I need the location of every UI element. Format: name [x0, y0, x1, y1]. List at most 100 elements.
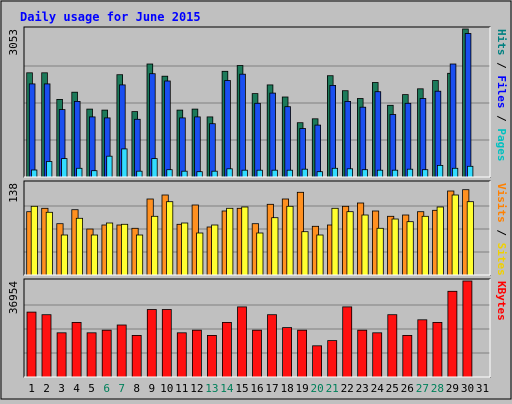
bar-sites-day-9	[151, 215, 159, 276]
bar-sites-day-29	[451, 194, 459, 276]
bar-sites-day-10	[166, 201, 174, 276]
bar-kbytes-day-2	[41, 314, 52, 378]
bar-files-day-16	[254, 102, 261, 178]
bar-files-day-26	[404, 102, 412, 178]
bar-pages-day-1	[31, 169, 38, 178]
bar-sites-day-21	[331, 207, 339, 276]
bar-kbytes-day-9	[146, 309, 157, 378]
bar-files-day-12	[194, 116, 201, 178]
bar-sites-day-19	[301, 231, 309, 276]
y-max-label-visits-sites: 138	[7, 183, 20, 203]
bar-sites-day-6	[106, 222, 114, 276]
x-tick-label-day-14: 14	[220, 382, 234, 395]
x-tick-label-day-7: 7	[118, 382, 125, 395]
bar-files-day-13	[209, 123, 216, 178]
bar-sites-day-13	[211, 224, 219, 276]
bar-sites-day-5	[90, 234, 99, 276]
bar-sites-day-23	[361, 214, 369, 276]
bar-kbytes-day-22	[342, 306, 353, 378]
bar-files-day-14	[224, 80, 231, 178]
bar-kbytes-day-7	[116, 324, 127, 378]
bar-pages-day-13	[211, 170, 218, 178]
bar-kbytes-day-16	[252, 329, 262, 378]
x-tick-label-day-31: 31	[476, 382, 489, 395]
bar-sites-day-30	[466, 201, 474, 276]
x-tick-label-day-15: 15	[235, 382, 248, 395]
bar-pages-day-28	[436, 164, 444, 178]
y-max-label-hits-files-pages: 3053	[7, 29, 20, 56]
bar-kbytes-day-28	[432, 321, 443, 378]
bar-kbytes-day-10	[161, 309, 172, 378]
bar-files-day-1	[28, 83, 36, 178]
bar-sites-day-11	[181, 222, 189, 276]
series-labels-visits-sites: Visits / Sites	[495, 183, 508, 276]
bar-sites-day-8	[135, 234, 144, 276]
bar-pages-day-6	[106, 155, 113, 178]
bar-pages-day-18	[286, 169, 293, 178]
series-label-: /	[495, 109, 508, 129]
bar-files-day-20	[314, 124, 321, 178]
bar-files-day-21	[329, 85, 336, 178]
x-tick-label-day-23: 23	[356, 382, 369, 395]
bar-kbytes-day-25	[387, 314, 398, 378]
x-tick-label-day-25: 25	[386, 382, 399, 395]
bar-kbytes-day-17	[267, 314, 277, 378]
bar-sites-day-25	[391, 218, 399, 276]
bar-files-day-24	[374, 91, 382, 178]
bar-pages-day-8	[136, 170, 143, 178]
bar-pages-day-2	[46, 161, 53, 178]
bar-pages-day-10	[166, 169, 173, 178]
bar-sites-day-14	[226, 207, 234, 276]
bar-pages-day-21	[331, 167, 339, 178]
bar-pages-day-12	[196, 171, 203, 178]
x-tick-label-day-20: 20	[310, 382, 323, 395]
bar-kbytes-day-11	[176, 332, 187, 378]
bar-pages-day-25	[391, 169, 399, 178]
bar-kbytes-day-19	[297, 329, 308, 378]
bar-kbytes-day-23	[357, 329, 368, 378]
bar-sites-day-17	[271, 217, 279, 276]
series-label-hits: Hits	[495, 29, 508, 56]
x-tick-label-day-12: 12	[190, 382, 203, 395]
series-labels-kbytes: KBytes	[495, 281, 508, 321]
bar-files-day-8	[134, 118, 141, 178]
bar-kbytes-day-18	[282, 327, 293, 378]
x-tick-label-day-17: 17	[265, 382, 278, 395]
panel-visits-sites: 138 Visits / Sites	[7, 180, 508, 276]
series-label-kbytes: KBytes	[495, 281, 508, 321]
x-tick-label-day-6: 6	[103, 382, 110, 395]
bar-kbytes-day-8	[131, 334, 142, 378]
x-tick-label-day-26: 26	[401, 382, 414, 395]
bar-kbytes-day-27	[417, 319, 428, 378]
bar-files-day-23	[359, 106, 367, 178]
bar-pages-day-5	[91, 170, 98, 178]
x-tick-label-day-2: 2	[43, 382, 50, 395]
bar-pages-day-4	[76, 167, 83, 178]
bar-pages-day-17	[271, 169, 278, 178]
bar-files-day-25	[389, 114, 397, 178]
series-label-files: Files	[495, 75, 508, 108]
x-tick-label-day-13: 13	[205, 382, 218, 395]
x-tick-label-day-30: 30	[461, 382, 474, 395]
bar-pages-day-9	[151, 158, 158, 178]
x-tick-label-day-9: 9	[148, 382, 155, 395]
x-tick-label-day-24: 24	[371, 382, 385, 395]
bar-pages-day-19	[301, 168, 308, 178]
bar-kbytes-day-26	[402, 334, 413, 378]
bar-kbytes-day-14	[221, 321, 232, 378]
bar-files-day-15	[239, 73, 246, 178]
bar-files-day-10	[164, 80, 171, 178]
x-tick-label-day-27: 27	[416, 382, 429, 395]
bar-pages-day-26	[406, 168, 414, 178]
x-tick-label-day-21: 21	[326, 382, 339, 395]
bar-pages-day-24	[376, 169, 384, 178]
bar-pages-day-30	[467, 165, 474, 178]
bar-pages-day-22	[346, 168, 354, 178]
chart-title: Daily usage for June 2015	[20, 10, 201, 24]
bar-kbytes-day-24	[372, 332, 383, 378]
x-tick-label-day-28: 28	[431, 382, 444, 395]
bar-sites-day-12	[196, 232, 204, 276]
panel-kbytes: 36954 KBytes	[7, 278, 508, 378]
